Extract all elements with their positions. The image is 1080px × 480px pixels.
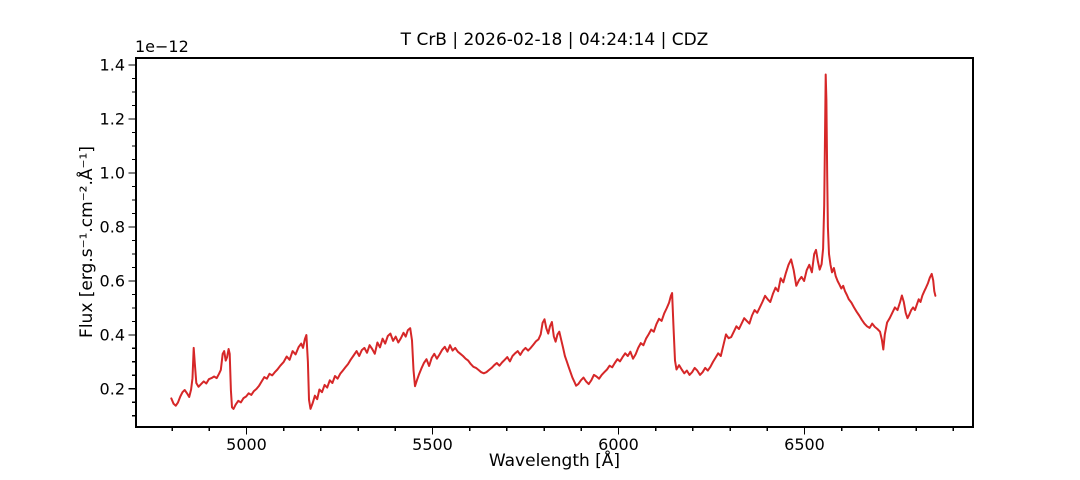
spectrum-line <box>170 73 937 410</box>
x-tick-labels: 5000 5500 6000 6500 <box>226 435 825 454</box>
y-tick-label: 0.2 <box>100 379 125 398</box>
y-tick-label: 0.4 <box>100 326 125 345</box>
y-tick-label: 1.2 <box>100 110 125 129</box>
axes-frame <box>135 57 974 428</box>
x-tick-label: 5000 <box>226 435 267 454</box>
y-tick-label: 0.8 <box>100 218 125 237</box>
y-tick-label: 1.0 <box>100 164 125 183</box>
y-tick-label: 0.6 <box>100 272 125 291</box>
x-tick-label: 6500 <box>784 435 825 454</box>
axis-ticks <box>128 64 954 435</box>
y-tick-label: 1.4 <box>100 56 125 75</box>
y-tick-labels: 0.2 0.4 0.6 0.8 1.0 1.2 1.4 <box>100 56 125 399</box>
series-group <box>170 73 937 410</box>
x-axis-label: Wavelength [Å] <box>488 451 621 471</box>
x-tick-label: 6000 <box>598 435 639 454</box>
x-tick-label: 5500 <box>412 435 453 454</box>
plot-title: T CrB | 2026-02-18 | 04:24:14 | CDZ <box>400 30 709 50</box>
y-axis-offset-label: 1e−12 <box>135 37 189 56</box>
